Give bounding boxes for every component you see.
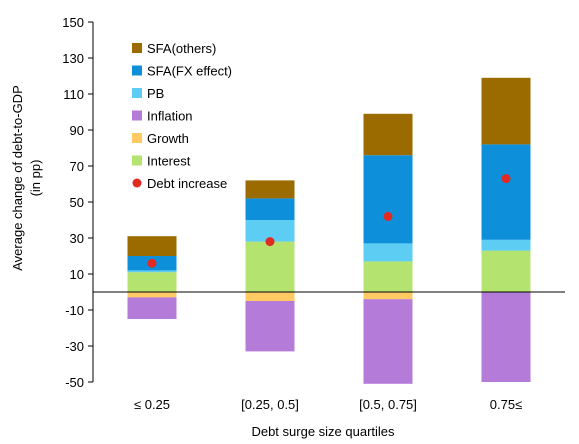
bar-segment-sfa-fx-effect [245,198,295,220]
debt-increase-point [383,211,393,221]
legend-swatch [132,110,142,121]
legend-swatch [132,88,142,98]
y-tick-label: 70 [70,159,84,174]
legend: SFA(others) SFA(FX effect) PB Inflation Grow… [132,41,232,191]
bar-segment-interest [481,250,531,292]
y-tick-label: -30 [65,339,84,354]
legend-label: Interest [147,154,191,169]
legend-swatch [132,65,142,76]
debt-increase-markers [147,174,511,268]
x-tick-label: [0.25, 0.5] [241,397,299,412]
bar-segment-inflation [481,292,531,382]
bar-segment-pb [363,243,413,262]
legend-swatch [132,155,142,166]
bars [127,77,531,384]
bar-segment-sfa-others [481,77,531,145]
bar-segment-growth [245,292,295,301]
y-tick-label: 110 [63,87,84,102]
y-axis: 150 130 110 90 70 50 30 10 -10 -30 -50 [62,15,94,390]
y-axis-title: Average change of debt-to-GDP [10,85,25,271]
bar-segment-pb [245,220,295,242]
legend-label: PB [147,86,164,101]
bar-segment-inflation [363,299,413,384]
legend-label: SFA(FX effect) [147,64,232,79]
bar-segment-sfa-fx-effect [481,144,531,240]
x-tick-label: ≤ 0.25 [134,397,170,412]
debt-increase-point [147,258,157,268]
legend-label: SFA(others) [147,41,216,56]
y-tick-label: 90 [70,123,84,138]
legend-swatch [132,43,142,53]
legend-label: Debt increase [147,176,227,191]
bar-segment-inflation [127,297,177,319]
debt-increase-point [265,237,275,247]
bar-segment-pb [127,270,177,273]
y-tick-label: 130 [62,51,84,66]
y-axis-title-unit: (in pp) [28,160,43,197]
bar-segment-sfa-others [245,180,295,199]
bar-segment-sfa-others [363,113,413,156]
bar-segment-interest [127,272,177,292]
y-tick-label: 50 [70,195,84,210]
x-axis: ≤ 0.25 [0.25, 0.5] [0.5, 0.75] 0.75≤ [134,397,522,412]
y-tick-label: 30 [70,231,84,246]
x-tick-label: [0.5, 0.75] [359,397,417,412]
legend-label: Inflation [147,109,193,124]
y-tick-label: -50 [65,375,84,390]
y-tick-label: 10 [70,267,84,282]
bar-segment-pb [481,239,531,251]
x-axis-title: Debt surge size quartiles [251,424,395,439]
x-tick-label: 0.75≤ [490,397,522,412]
bar-segment-growth [363,292,413,300]
y-tick-label: -10 [65,303,84,318]
legend-label: Growth [147,131,189,146]
debt-increase-point [501,174,511,184]
bar-segment-sfa-others [127,236,177,256]
bar-segment-inflation [245,301,295,352]
bar-segment-sfa-fx-effect [363,155,413,244]
bar-segment-interest [245,241,295,292]
bar-segment-growth [127,292,177,298]
bar-segment-interest [363,261,413,292]
legend-marker-debt-increase [132,178,142,188]
legend-swatch [132,133,142,143]
y-tick-label: 150 [62,15,84,30]
